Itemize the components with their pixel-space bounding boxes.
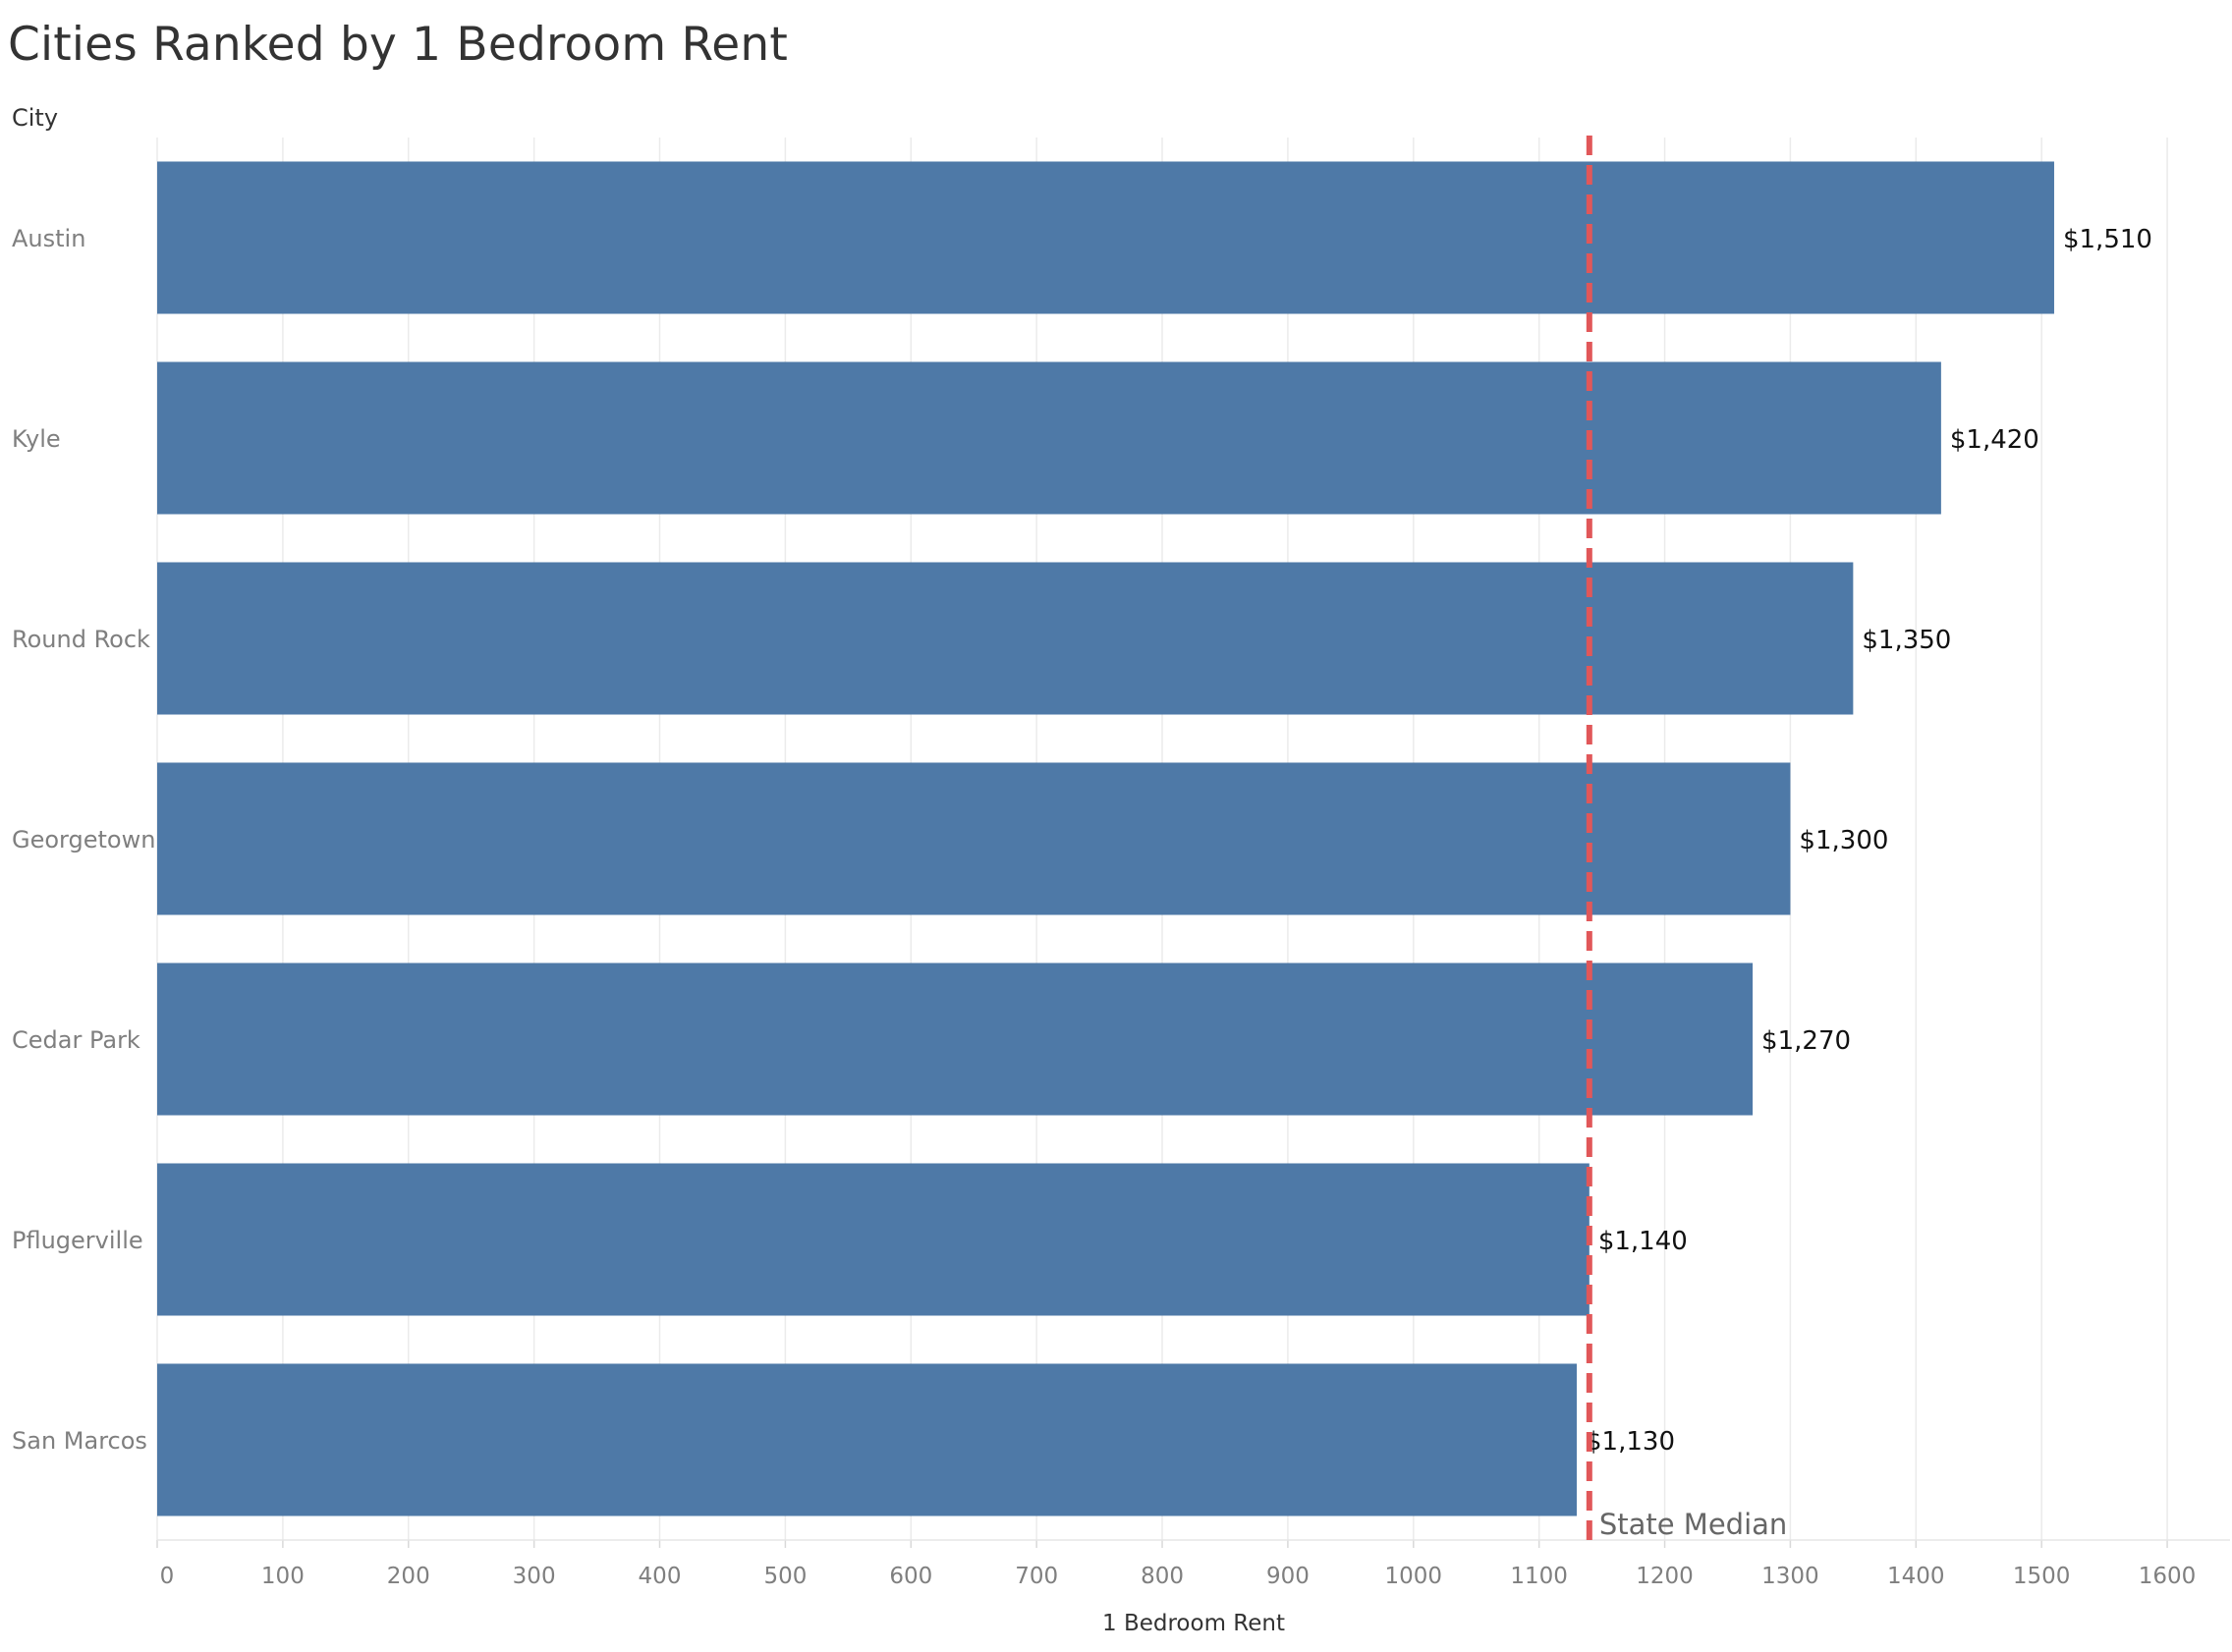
x-tick-label: 900 (1266, 1564, 1310, 1589)
x-tick-label: 1300 (1761, 1564, 1819, 1589)
chart-title: Cities Ranked by 1 Bedroom Rent (8, 18, 788, 72)
x-tick-label: 1400 (1887, 1564, 1945, 1589)
x-tick-label: 200 (387, 1564, 430, 1589)
data-label: $1,300 (1799, 826, 1888, 855)
x-tick-label: 1500 (2013, 1564, 2071, 1589)
data-label: $1,350 (1862, 626, 1951, 655)
x-tick-label: 0 (160, 1564, 175, 1589)
x-tick-label: 500 (763, 1564, 807, 1589)
category-labels: Austin Kyle Round Rock Georgetown Cedar Park… (12, 225, 155, 1455)
category-label: Cedar Park (12, 1026, 140, 1054)
category-label: Pflugerville (12, 1227, 143, 1254)
reference-line-label: State Median (1599, 1508, 1787, 1541)
data-label: $1,420 (1950, 425, 2039, 455)
bar[interactable] (157, 562, 1854, 715)
bar[interactable] (157, 361, 1941, 515)
x-tick-label: 400 (639, 1564, 682, 1589)
reference-line-group: State Median (1586, 136, 1787, 1542)
data-labels: $1,510 $1,420 $1,350 $1,300 $1,270 $1,140 $1,1… (1586, 225, 2152, 1457)
x-tick-label: 1200 (1636, 1564, 1694, 1589)
category-label: Kyle (12, 425, 61, 453)
bar[interactable] (157, 1363, 1578, 1516)
bar[interactable] (157, 1163, 1590, 1316)
data-label: $1,270 (1761, 1026, 1851, 1056)
data-label: $1,510 (2063, 225, 2152, 254)
x-tick-label: 100 (261, 1564, 305, 1589)
category-label: Georgetown (12, 826, 155, 854)
data-label: $1,140 (1598, 1227, 1688, 1256)
x-tick-label: 1000 (1385, 1564, 1443, 1589)
x-tick-label: 700 (1015, 1564, 1058, 1589)
bar[interactable] (157, 161, 2054, 314)
bar[interactable] (157, 762, 1791, 915)
x-tick-label: 1600 (2139, 1564, 2197, 1589)
bars (157, 161, 2054, 1516)
category-label: San Marcos (12, 1427, 147, 1455)
category-label: Round Rock (12, 626, 150, 653)
x-axis-ticks: 0 100 200 300 400 500 600 700 800 900 1000 1100 1200… (156, 1539, 2230, 1589)
data-label: $1,130 (1586, 1427, 1675, 1457)
row-header: City (12, 104, 59, 132)
category-label: Austin (12, 225, 85, 252)
x-axis-title: 1 Bedroom Rent (1102, 1611, 1285, 1636)
bar[interactable] (157, 963, 1754, 1116)
x-tick-label: 1100 (1510, 1564, 1568, 1589)
x-tick-label: 300 (513, 1564, 556, 1589)
x-tick-label: 800 (1141, 1564, 1184, 1589)
x-tick-label: 600 (889, 1564, 932, 1589)
